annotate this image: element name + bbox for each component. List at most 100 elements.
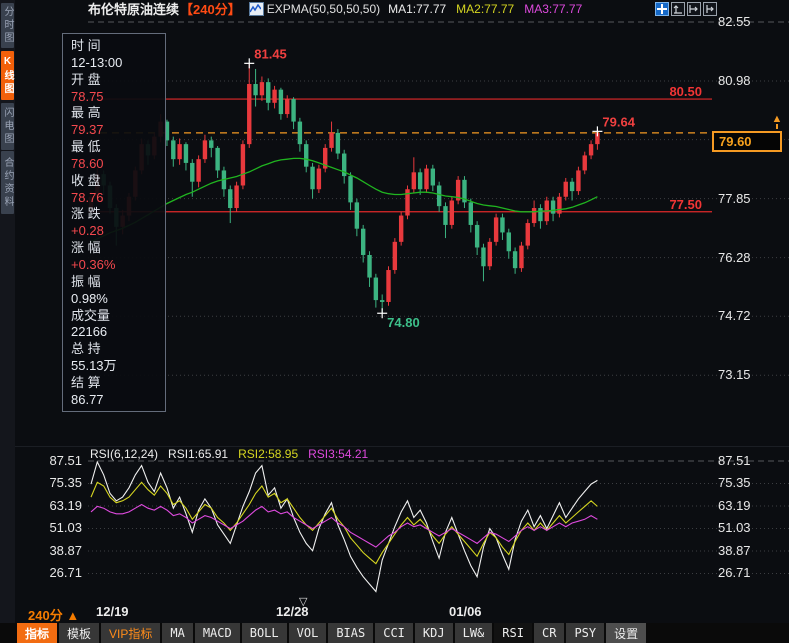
ma-value-label: MA1:77.77 [388,1,447,16]
crosshair-tool-icon[interactable] [655,2,669,16]
info-label: 结 算 [71,374,101,390]
price-axis-label: 74.72 [718,308,751,324]
alert-line-label: 77.50 [669,196,702,212]
price-up-arrow-icon: ▲ [771,114,783,129]
candle-body [342,153,347,177]
toolbar-tab-macd[interactable]: MACD [194,623,240,643]
candle-body [588,144,594,156]
candle-body [291,99,296,122]
info-label: 时 间 [71,38,101,53]
toolbar-tab-cr[interactable]: CR [533,623,565,643]
toolbar-tab-psy[interactable]: PSY [566,623,605,643]
info-label: 总 持 [71,341,101,357]
candle-body [576,170,581,192]
candle-body [405,189,410,216]
candle-body [474,224,480,248]
toolbar-tab-rsi[interactable]: RSI [494,623,532,643]
candle-body [487,241,492,267]
toolbar-tab-指标[interactable]: 指标 [17,623,58,643]
rsi-chart[interactable] [88,455,789,603]
rsi-line-rsi1 [90,460,598,593]
candle-body [234,185,239,209]
info-value: 78.75 [71,88,104,104]
line-chart-icon[interactable] [248,1,264,16]
rsi-value-label: RSI3:54.21 [308,447,369,461]
rsi-axis-label: 26.71 [718,565,751,581]
candle-body [266,82,271,103]
indicator-name-label[interactable]: EXPMA(50,50,50,50) [266,1,381,16]
toolbar-tab-ma[interactable]: MA [162,623,193,643]
toolbar-tab-cci[interactable]: CCI [375,623,413,643]
toolbar-tab-kdj[interactable]: KDJ [414,623,453,643]
sidebar-item-3[interactable]: 闪电图 [1,103,14,150]
candle-body [285,99,290,115]
candle-body [183,144,189,163]
period-selector-button[interactable]: 240分 ▲ [28,608,80,623]
rsi-params-label[interactable]: RSI(6,12,24) [90,447,159,461]
main-candlestick-chart[interactable]: 81.45 74.80 79.64 [88,16,789,447]
current-price-value: 79.60 [719,134,752,149]
pane-divider [15,446,789,447]
ma-value-label: MA3:77.77 [524,1,583,16]
rsi-axis-label: 75.35 [49,475,82,491]
rsi-axis-label: 26.71 [49,565,82,581]
expma-line [90,157,598,243]
rsi-value-label: RSI2:58.95 [238,447,299,461]
info-value: 78.76 [71,189,104,205]
current-price-box: 79.60 [712,131,782,152]
price-annotation: 74.80 [387,315,420,330]
rsi-axis-label: 38.87 [49,542,82,558]
price-axis-label: 82.55 [718,14,751,29]
toolbar-tab-boll[interactable]: BOLL [241,623,287,643]
pane-shift-icon[interactable] [703,2,717,16]
rsi-axis-label: 63.19 [718,497,751,513]
info-value: 22166 [71,324,108,340]
toolbar-tab-模板[interactable]: 模板 [59,623,100,643]
rsi-axis-label: 51.03 [718,520,751,536]
candle-body [436,185,442,207]
x-axis-scale-icon[interactable] [687,2,701,16]
candle-body [582,155,587,171]
rsi-axis-label: 63.19 [49,497,82,513]
sidebar-item-1[interactable]: 分时图 [1,3,14,48]
rsi-line-rsi3 [90,503,598,548]
candle-body [228,189,233,209]
candle-body [278,89,284,115]
info-label: 最 高 [71,105,101,121]
candle-body [411,172,417,190]
candle-body [367,254,372,278]
toolbar-tab-lw&[interactable]: LW& [454,623,493,643]
info-label: 开 盘 [71,71,101,87]
rsi-value-label: RSI1:65.91 [168,447,229,461]
symbol-name[interactable]: 布伦特原油连续 [88,2,180,17]
toolbar-tab-vip指标[interactable]: VIP指标 [101,623,161,643]
info-value: 0.98% [71,290,108,306]
sidebar-item-2[interactable]: K线图 [1,51,14,100]
left-sidebar: 分时图 K线图闪电图 合约资料 [0,0,15,623]
candle-body [569,181,575,192]
sidebar-item-4[interactable]: 合约资料 [1,151,14,214]
rsi-indicator-header: RSI(6,12,24) RSI1:65.91 RSI2:58.95 RSI3:54… [90,447,388,461]
chart-header: 布伦特原油连续 【240分】 EXPMA(50,50,50,50) MA1:77… [15,0,789,17]
candle-body [557,196,562,214]
price-axis-label: 73.15 [718,367,751,383]
rsi-axis-label: 75.35 [718,475,751,491]
y-axis-scale-icon[interactable] [671,2,685,16]
date-label: 12/28 [276,604,309,619]
candle-body [379,300,385,302]
toolbar-tab-vol[interactable]: VOL [288,623,327,643]
toolbar-tab-bias[interactable]: BIAS [328,623,374,643]
candle-body [481,247,486,267]
candle-body [253,84,258,96]
candle-body [354,202,360,229]
candle-body [190,162,195,182]
toolbar-tab-设置[interactable]: 设置 [606,623,647,643]
period-label[interactable]: 【240分】 [180,2,241,17]
candle-body [398,215,404,242]
candle-body [240,144,246,186]
info-value: +0.36% [71,256,116,272]
info-value: 78.60 [71,155,104,171]
candle-body [500,217,505,233]
candle-body [247,84,252,145]
candle-body [164,121,170,141]
